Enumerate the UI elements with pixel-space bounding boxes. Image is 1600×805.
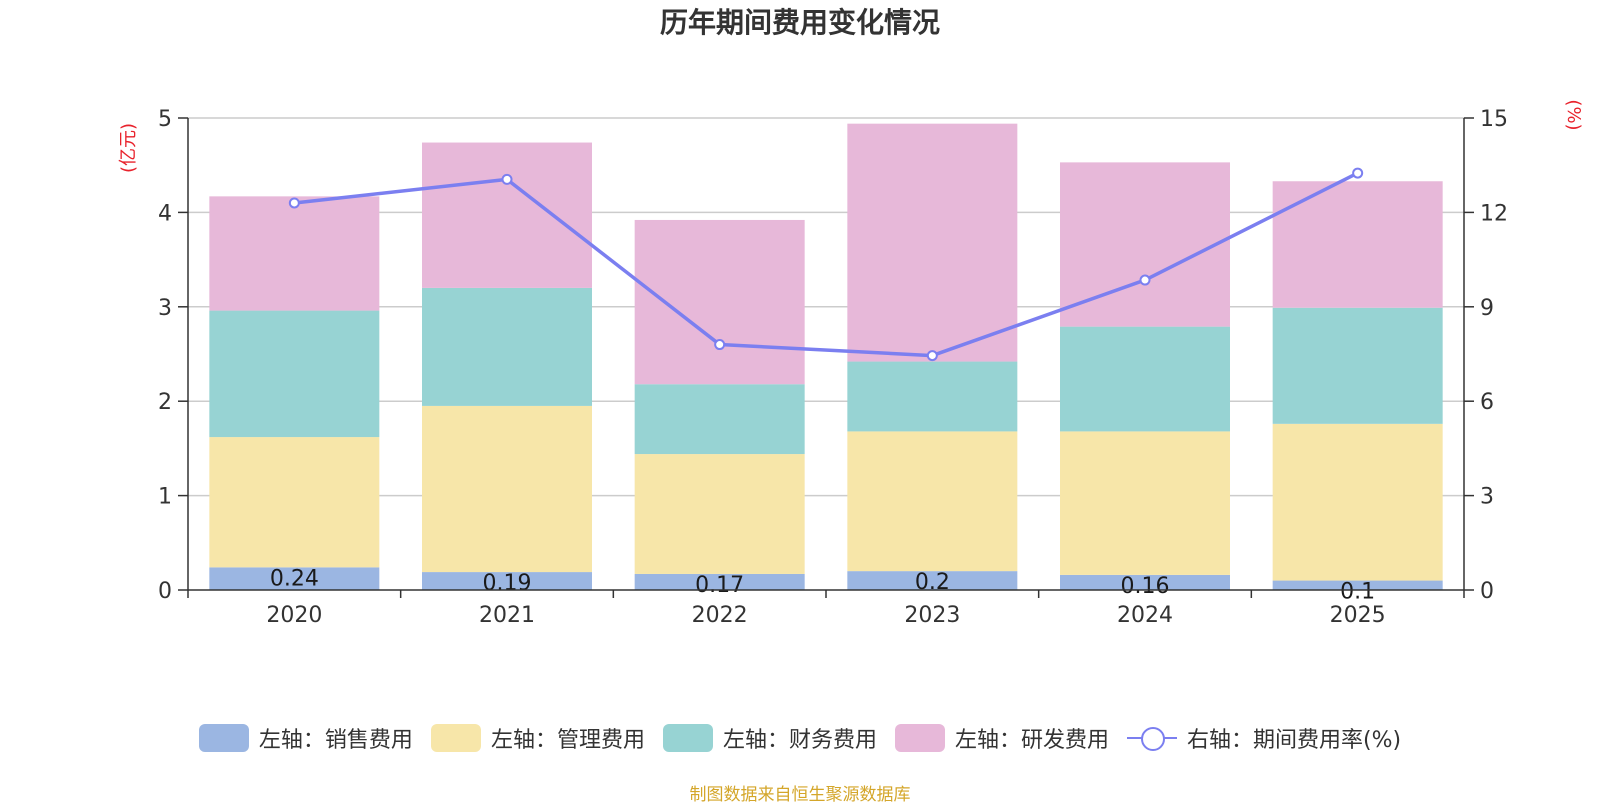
bar-segment <box>209 567 380 590</box>
left-tick-label: 5 <box>158 107 172 132</box>
bar-segment <box>634 384 805 455</box>
rate-point <box>1352 167 1364 179</box>
legend-line-marker-icon <box>1126 724 1177 752</box>
bar-segment <box>847 361 1018 432</box>
bar-labels: 0.24 0.19 0.17 0.2 0.16 0.1 <box>270 566 1375 604</box>
legend-item-rnd[interactable]: 左轴：研发费用 <box>894 722 1109 754</box>
bar-segment <box>847 571 1018 590</box>
rate-point <box>501 173 513 185</box>
bar-segment <box>209 196 380 311</box>
legend-item-rate[interactable]: 右轴：期间费用率(%) <box>1126 722 1402 754</box>
right-tick-label: 6 <box>1480 390 1494 415</box>
x-tick-label: 2024 <box>1117 603 1173 628</box>
right-tick-label: 15 <box>1480 107 1508 132</box>
legend-swatch-rnd <box>894 724 945 752</box>
bar-segment <box>847 123 1018 362</box>
legend-item-sales[interactable]: 左轴：销售费用 <box>198 722 413 754</box>
rate-point <box>288 197 300 209</box>
data-source-note: 制图数据来自恒生聚源数据库 <box>689 785 911 805</box>
bar-value-label: 0.24 <box>270 566 319 591</box>
right-axis-label: (%) <box>1563 99 1584 130</box>
x-tick-label: 2021 <box>479 603 535 628</box>
legend-label-rate: 右轴：期间费用率(%) <box>1186 728 1402 753</box>
grid-lines <box>188 117 1464 497</box>
right-tick-label: 0 <box>1480 579 1494 604</box>
bar-value-label: 0.19 <box>483 571 532 596</box>
rate-point <box>1139 274 1151 286</box>
rate-line <box>288 167 1364 362</box>
bar-segment <box>634 573 805 590</box>
bar-segment <box>847 431 1018 572</box>
legend-label-management: 左轴：管理费用 <box>490 728 645 753</box>
bar-segment <box>1272 181 1443 308</box>
legend-swatch-sales <box>198 724 249 752</box>
bar-segment <box>209 437 380 568</box>
bar-value-label: 0.2 <box>915 570 950 595</box>
legend-item-finance[interactable]: 左轴：财务费用 <box>662 722 877 754</box>
left-tick-label: 3 <box>158 296 172 321</box>
left-axis-label: (亿元) <box>118 123 139 173</box>
chart-title: 历年期间费用变化情况 <box>660 6 940 39</box>
legend-label-finance: 左轴：财务费用 <box>722 728 877 753</box>
legend-swatch-management <box>430 724 481 752</box>
bar-segment <box>1060 326 1230 432</box>
rate-point <box>714 339 726 351</box>
bar-segment <box>422 405 592 573</box>
bar-segment <box>422 287 592 406</box>
legend-item-management[interactable]: 左轴：管理费用 <box>430 722 645 754</box>
x-tick-label: 2025 <box>1330 603 1386 628</box>
left-tick-label: 2 <box>158 390 172 415</box>
bar-segment <box>634 219 805 385</box>
left-tick-label: 4 <box>158 201 172 226</box>
left-tick-label: 1 <box>158 485 172 510</box>
bar-segment <box>1272 580 1443 590</box>
right-tick-label: 9 <box>1480 296 1494 321</box>
bars <box>209 123 1443 590</box>
x-tick-label: 2023 <box>904 603 960 628</box>
bar-segment <box>634 454 805 574</box>
legend-label-rnd: 左轴：研发费用 <box>954 728 1109 753</box>
x-tick-label: 2022 <box>692 603 748 628</box>
bar-value-label: 0.16 <box>1121 574 1170 599</box>
right-tick-label: 12 <box>1480 201 1508 226</box>
bar-segment <box>209 310 380 438</box>
rate-line-path <box>294 171 1359 358</box>
bar-segment <box>1060 574 1230 590</box>
rate-point <box>926 350 938 362</box>
bar-segment <box>1060 431 1230 575</box>
legend-swatch-finance <box>662 724 713 752</box>
bar-segment <box>1272 307 1443 424</box>
bar-value-label: 0.1 <box>1340 580 1375 605</box>
bar-value-label: 0.17 <box>695 573 744 598</box>
bar-segment <box>422 572 592 590</box>
legend-label-sales: 左轴：销售费用 <box>258 728 413 753</box>
left-tick-label: 0 <box>158 579 172 604</box>
x-tick-label: 2020 <box>266 603 322 628</box>
bar-segment <box>1272 423 1443 581</box>
bar-segment <box>422 142 592 288</box>
right-tick-label: 3 <box>1480 485 1494 510</box>
legend: 左轴：销售费用 左轴：管理费用 左轴：财务费用 左轴：研发费用 右轴：期间费用率… <box>0 720 1600 756</box>
